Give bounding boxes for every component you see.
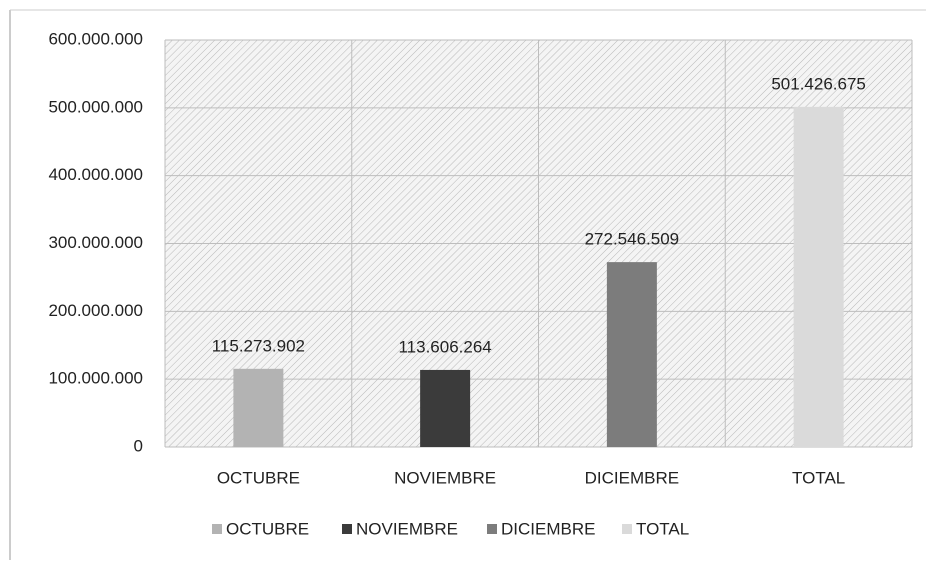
bar bbox=[233, 368, 284, 447]
x-tick-label: TOTAL bbox=[792, 468, 845, 487]
x-tick-label: OCTUBRE bbox=[217, 468, 300, 487]
y-tick-label: 400.000.000 bbox=[48, 165, 143, 184]
data-label: 115.273.902 bbox=[212, 336, 305, 355]
y-tick-label: 600.000.000 bbox=[48, 29, 143, 48]
legend-label: OCTUBRE bbox=[226, 519, 309, 538]
data-label: 501.426.675 bbox=[771, 74, 866, 93]
bar bbox=[793, 106, 844, 447]
legend-swatch bbox=[487, 524, 497, 534]
x-tick-label: DICIEMBRE bbox=[585, 468, 679, 487]
y-tick-label: 200.000.000 bbox=[48, 301, 143, 320]
y-tick-label: 0 bbox=[134, 436, 143, 455]
bar bbox=[606, 262, 657, 447]
data-label: 113.606.264 bbox=[398, 337, 491, 356]
y-tick-label: 300.000.000 bbox=[48, 233, 143, 252]
x-tick-label: NOVIEMBRE bbox=[394, 468, 496, 487]
bar bbox=[420, 369, 471, 447]
data-label: 272.546.509 bbox=[585, 230, 680, 249]
legend-swatch bbox=[622, 524, 632, 534]
y-tick-label: 500.000.000 bbox=[48, 97, 143, 116]
y-tick-label: 100.000.000 bbox=[48, 369, 143, 388]
legend-swatch bbox=[212, 524, 222, 534]
legend-swatch bbox=[342, 524, 352, 534]
legend-label: TOTAL bbox=[636, 519, 689, 538]
legend-label: NOVIEMBRE bbox=[356, 519, 458, 538]
legend-label: DICIEMBRE bbox=[501, 519, 595, 538]
